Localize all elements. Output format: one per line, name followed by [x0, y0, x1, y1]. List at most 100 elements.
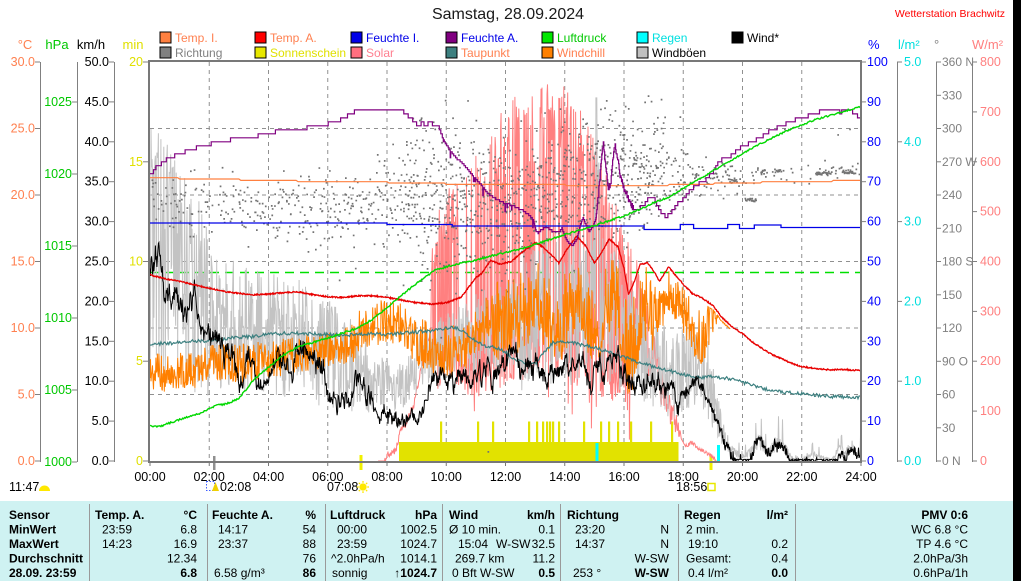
- svg-text:%: %: [868, 37, 880, 52]
- svg-text:0.0: 0.0: [904, 454, 921, 468]
- svg-text:10:00: 10:00: [431, 470, 462, 484]
- svg-text:120: 120: [942, 321, 962, 335]
- svg-text:07:08: 07:08: [327, 480, 358, 494]
- svg-text:600: 600: [980, 155, 1001, 169]
- svg-text:14:17: 14:17: [218, 523, 248, 537]
- svg-text:76: 76: [303, 552, 317, 566]
- svg-text:1002.5: 1002.5: [400, 523, 437, 537]
- svg-text:1000: 1000: [44, 455, 72, 469]
- svg-text:12:00: 12:00: [490, 470, 521, 484]
- svg-text:23:37: 23:37: [218, 537, 248, 551]
- svg-text:54: 54: [303, 523, 317, 537]
- svg-text:0.1: 0.1: [538, 523, 555, 537]
- svg-text:hPa: hPa: [415, 508, 437, 522]
- svg-text:24:00: 24:00: [845, 470, 876, 484]
- svg-text:°: °: [934, 37, 939, 52]
- svg-text:6.58 g/m³: 6.58 g/m³: [214, 566, 265, 580]
- svg-text:180 S: 180 S: [942, 255, 973, 269]
- svg-text:Sensor: Sensor: [9, 508, 50, 522]
- svg-text:2 min.: 2 min.: [686, 523, 719, 537]
- svg-text:360 N: 360 N: [942, 55, 974, 69]
- svg-text:0.0: 0.0: [18, 454, 35, 468]
- svg-text:Wind*: Wind*: [747, 31, 779, 45]
- svg-text:Regen: Regen: [652, 31, 687, 45]
- svg-text:10.0: 10.0: [11, 321, 35, 335]
- svg-text:N: N: [660, 523, 669, 537]
- svg-text:Gesamt:: Gesamt:: [686, 552, 731, 566]
- svg-text:km/h: km/h: [527, 508, 555, 522]
- svg-text:W-SW: W-SW: [635, 566, 670, 580]
- svg-text:16:00: 16:00: [608, 470, 639, 484]
- svg-text:l/m²: l/m²: [898, 37, 920, 52]
- svg-text:Richtung: Richtung: [567, 508, 619, 522]
- svg-text:Luftdruck: Luftdruck: [330, 508, 386, 522]
- svg-text:16.9: 16.9: [174, 537, 198, 551]
- svg-text:15: 15: [129, 155, 143, 169]
- svg-text:5.0: 5.0: [18, 388, 35, 402]
- svg-text:20: 20: [129, 55, 143, 69]
- svg-text:1025: 1025: [44, 95, 72, 109]
- svg-text:35.0: 35.0: [85, 175, 109, 189]
- svg-text:1015: 1015: [44, 239, 72, 253]
- svg-text:15.0: 15.0: [11, 255, 35, 269]
- svg-text:0.4: 0.4: [771, 552, 788, 566]
- svg-text:1005: 1005: [44, 383, 72, 397]
- svg-text:5.0: 5.0: [92, 414, 109, 428]
- svg-text:0.0: 0.0: [771, 566, 788, 580]
- svg-text:l/m²: l/m²: [767, 508, 788, 522]
- svg-text:300: 300: [942, 122, 962, 136]
- svg-text:11:47: 11:47: [9, 480, 39, 494]
- svg-text:23:59: 23:59: [102, 523, 132, 537]
- svg-text:W-SW: W-SW: [635, 552, 670, 566]
- svg-text:Feuchte A.: Feuchte A.: [461, 31, 518, 45]
- svg-text:0.2: 0.2: [771, 537, 788, 551]
- svg-text:88: 88: [303, 537, 317, 551]
- svg-text:30.0: 30.0: [85, 215, 109, 229]
- svg-text:08:00: 08:00: [371, 470, 402, 484]
- svg-text:^2.0hPa/h: ^2.0hPa/h: [331, 552, 385, 566]
- svg-text:1020: 1020: [44, 167, 72, 181]
- svg-text:Temp. A.: Temp. A.: [270, 31, 317, 45]
- svg-text:PMV 0:6: PMV 0:6: [921, 508, 968, 522]
- svg-text:90 O: 90 O: [942, 354, 968, 368]
- svg-text:Wind: Wind: [449, 508, 478, 522]
- svg-text:TP 4.6 °C: TP 4.6 °C: [916, 537, 968, 551]
- svg-text:20:00: 20:00: [727, 470, 758, 484]
- svg-text:10: 10: [867, 414, 881, 428]
- svg-text:0: 0: [867, 454, 874, 468]
- svg-text:0.4 l/m²: 0.4 l/m²: [688, 566, 728, 580]
- svg-text:150: 150: [942, 288, 962, 302]
- svg-text:0.6hPa/1h: 0.6hPa/1h: [913, 566, 968, 580]
- svg-text:30: 30: [942, 421, 956, 435]
- svg-text:Ø 10 min.: Ø 10 min.: [449, 523, 501, 537]
- svg-text:1024.7: 1024.7: [400, 537, 437, 551]
- svg-text:50.0: 50.0: [85, 55, 109, 69]
- svg-text:500: 500: [980, 205, 1001, 219]
- svg-text:06:00: 06:00: [312, 470, 343, 484]
- svg-text:32.5: 32.5: [532, 537, 556, 551]
- svg-text:WC 6.8 °C: WC 6.8 °C: [911, 523, 968, 537]
- svg-text:20: 20: [867, 374, 881, 388]
- svg-text:Temp. A.: Temp. A.: [95, 508, 144, 522]
- svg-text:km/h: km/h: [77, 37, 105, 52]
- svg-text:W/m²: W/m²: [972, 37, 1004, 52]
- svg-text:02:08: 02:08: [220, 480, 251, 494]
- svg-text:240: 240: [942, 188, 962, 202]
- svg-text:50: 50: [867, 255, 881, 269]
- svg-text:Samstag, 28.09.2024: Samstag, 28.09.2024: [432, 6, 584, 23]
- svg-text:MaxWert: MaxWert: [9, 537, 59, 551]
- svg-text:Luftdruck: Luftdruck: [557, 31, 607, 45]
- svg-text:°C: °C: [184, 508, 198, 522]
- svg-text:25.0: 25.0: [85, 255, 109, 269]
- svg-text:Feuchte A.: Feuchte A.: [212, 508, 273, 522]
- svg-text:1014.1: 1014.1: [400, 552, 437, 566]
- svg-text:Richtung: Richtung: [175, 46, 222, 60]
- svg-text:0 Bft W-SW: 0 Bft W-SW: [452, 566, 515, 580]
- svg-text:20.0: 20.0: [11, 188, 35, 202]
- svg-text:18:56: 18:56: [676, 480, 707, 494]
- svg-text:↑1024.7: ↑1024.7: [394, 566, 437, 580]
- svg-text:60: 60: [942, 388, 956, 402]
- svg-text:86: 86: [303, 566, 317, 580]
- svg-text:200: 200: [980, 354, 1001, 368]
- svg-text:°C: °C: [18, 37, 33, 52]
